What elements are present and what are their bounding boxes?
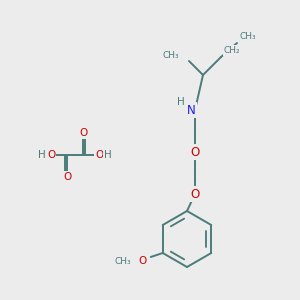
Text: O: O — [63, 172, 71, 182]
Text: H: H — [104, 150, 112, 160]
Text: O: O — [190, 146, 200, 158]
Text: O: O — [47, 150, 55, 160]
Text: CH₂: CH₂ — [224, 46, 241, 55]
Text: CH₃: CH₃ — [162, 50, 179, 59]
Text: O: O — [79, 128, 87, 138]
Text: O: O — [139, 256, 147, 266]
Text: N: N — [187, 103, 195, 116]
Text: H: H — [177, 97, 185, 107]
Text: CH₃: CH₃ — [240, 32, 256, 41]
Text: CH₃: CH₃ — [114, 256, 131, 266]
Text: H: H — [38, 150, 46, 160]
Text: O: O — [190, 188, 200, 200]
Text: O: O — [95, 150, 103, 160]
